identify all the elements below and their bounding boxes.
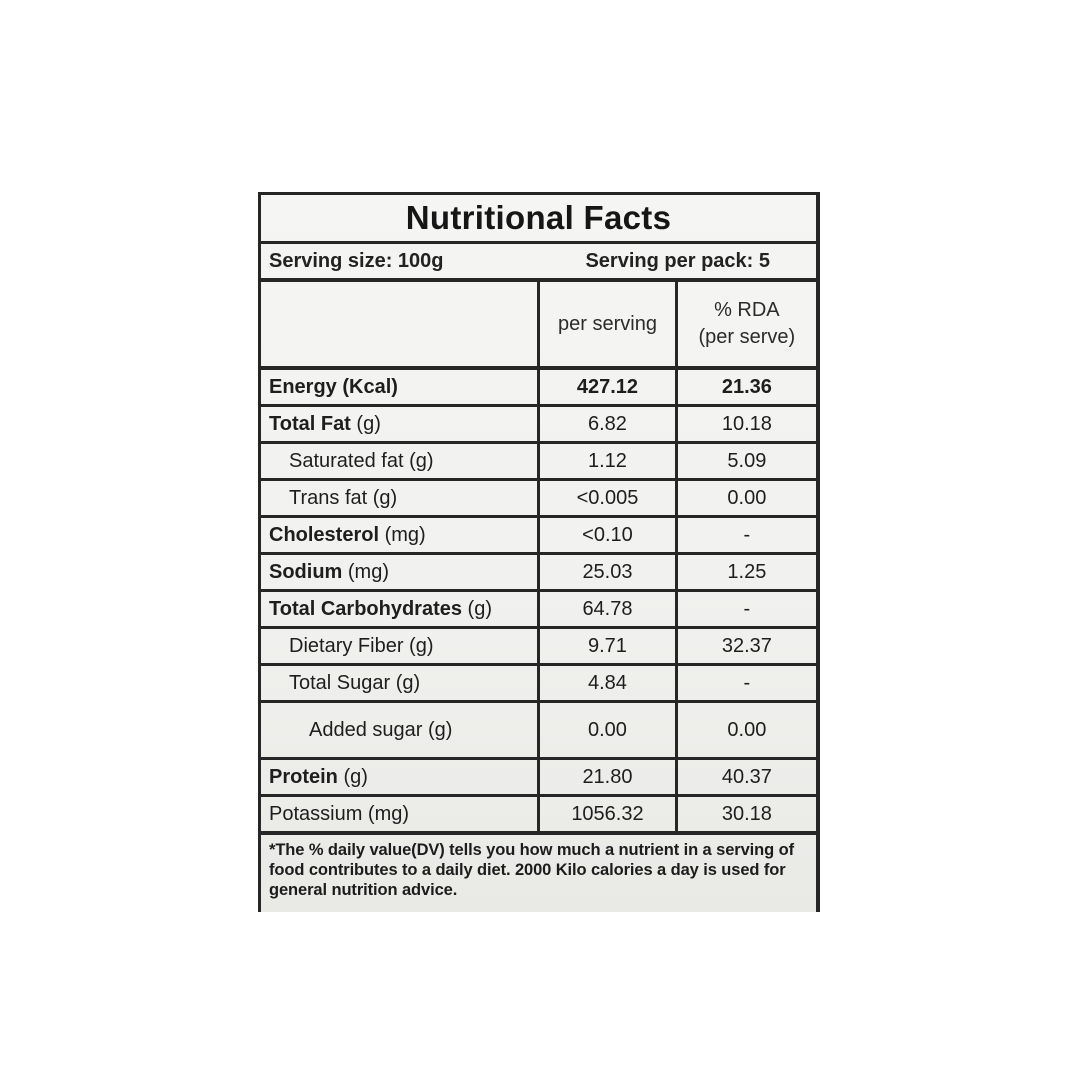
per-serving-value: 4.84 (540, 666, 678, 700)
nutrient-unit: (Kcal) (336, 375, 398, 398)
rda-value: 0.00 (727, 718, 767, 741)
nutrient-unit: (mg) (362, 802, 410, 825)
table-row-protein: Protein (g) 21.80 40.37 (261, 760, 816, 797)
rda-header-line1: % RDA (714, 299, 780, 321)
serving-info-row: Serving size: 100g Serving per pack: 5 (261, 244, 816, 282)
rda-value: 1.25 (727, 560, 767, 583)
nutrient-name: Trans fat (289, 486, 368, 509)
nutrient-name-cell: Total Sugar (g) (261, 666, 541, 700)
serving-size-text: Serving size: 100g (269, 249, 444, 272)
nutrient-unit: (g) (390, 671, 421, 694)
rda-value: 10.18 (721, 412, 772, 435)
per-serving-value: 1.12 (540, 444, 678, 478)
nutrition-facts-label: Nutritional Facts Serving size: 100g Ser… (258, 192, 820, 913)
table-row-potassium: Potassium (mg) 1056.32 30.18 (261, 797, 816, 835)
nutrient-name: Total Carbohydrates (269, 597, 462, 620)
nutrient-name-cell: Trans fat (g) (261, 481, 541, 515)
rda-value: - (743, 671, 751, 694)
rda-value: 40.37 (721, 765, 772, 788)
nutrient-name: Potassium (269, 802, 363, 825)
rda-value: 21.36 (721, 375, 772, 398)
table-row-trans-fat: Trans fat (g) <0.005 0.00 (261, 481, 816, 518)
per-serving-value: 0.00 (540, 703, 678, 757)
nutrient-name: Energy (269, 375, 337, 398)
nutrient-unit: (g) (350, 412, 381, 435)
nutrient-name-cell: Saturated fat (g) (261, 444, 541, 478)
serving-per-pack-text: Serving per pack: 5 (585, 249, 770, 272)
nutrient-name-cell: Added sugar (g) (261, 703, 541, 757)
nutrient-unit: (g) (367, 486, 398, 509)
per-serving-value: <0.005 (540, 481, 678, 515)
table-row-total-fat: Total Fat (g) 6.82 10.18 (261, 407, 816, 444)
rda-value: 0.00 (727, 486, 767, 509)
nutrient-name: Total Fat (269, 412, 351, 435)
table-row-sodium: Sodium (mg) 25.03 1.25 (261, 555, 816, 592)
rda-value: 5.09 (727, 449, 767, 472)
label-title-row: Nutritional Facts (261, 195, 816, 244)
rda-header-line2: (per serve) (698, 326, 796, 348)
nutrient-name-cell: Cholesterol (mg) (261, 518, 541, 552)
nutrient-name: Sodium (269, 560, 343, 583)
column-header-row: per serving % RDA (per serve) (261, 282, 816, 370)
column-header-empty (261, 282, 541, 366)
nutrient-name: Added sugar (309, 718, 423, 741)
per-serving-value: 1056.32 (540, 797, 678, 831)
per-serving-value: 9.71 (540, 629, 678, 663)
column-header-per-serving: per serving (540, 282, 678, 366)
rda-value: - (743, 523, 751, 546)
table-row-total-carbohydrates: Total Carbohydrates (g) 64.78 - (261, 592, 816, 629)
per-serving-value: 25.03 (540, 555, 678, 589)
table-row-saturated-fat: Saturated fat (g) 1.12 5.09 (261, 444, 816, 481)
nutrient-name-cell: Sodium (mg) (261, 555, 541, 589)
per-serving-value: <0.10 (540, 518, 678, 552)
per-serving-value: 6.82 (540, 407, 678, 441)
nutrient-unit: (g) (403, 449, 434, 472)
nutrient-name: Cholesterol (269, 523, 380, 546)
rda-value: 30.18 (721, 802, 772, 825)
per-serving-header-label: per serving (558, 312, 657, 335)
table-row-added-sugar: Added sugar (g) 0.00 0.00 (261, 703, 816, 760)
table-row-energy: Energy (Kcal) 427.12 21.36 (261, 370, 816, 407)
per-serving-value: 64.78 (540, 592, 678, 626)
table-row-total-sugar: Total Sugar (g) 4.84 - (261, 666, 816, 703)
nutrient-name-cell: Dietary Fiber (g) (261, 629, 541, 663)
nutrient-name-cell: Protein (g) (261, 760, 541, 794)
nutrient-name-cell: Total Carbohydrates (g) (261, 592, 541, 626)
nutrient-name: Saturated fat (289, 449, 404, 472)
nutrient-unit: (g) (462, 597, 492, 620)
rda-value: - (743, 597, 751, 620)
daily-value-footnote: *The % daily value(DV) tells you how muc… (269, 841, 794, 900)
nutrient-name-cell: Energy (Kcal) (261, 370, 541, 404)
per-serving-value: 427.12 (540, 370, 678, 404)
label-title: Nutritional Facts (405, 199, 672, 236)
nutrient-unit: (g) (403, 634, 434, 657)
nutrient-name-cell: Potassium (mg) (261, 797, 541, 831)
column-header-rda: % RDA (per serve) (678, 282, 816, 366)
nutrient-unit: (mg) (342, 560, 390, 583)
nutrient-unit: (g) (422, 718, 453, 741)
table-row-dietary-fiber: Dietary Fiber (g) 9.71 32.37 (261, 629, 816, 666)
rda-value: 32.37 (721, 634, 772, 657)
nutrient-unit: (g) (337, 765, 368, 788)
nutrient-unit: (mg) (379, 523, 426, 546)
nutrient-name: Dietary Fiber (289, 634, 404, 657)
nutrient-name: Total Sugar (289, 671, 391, 694)
table-row-cholesterol: Cholesterol (mg) <0.10 - (261, 518, 816, 555)
nutrient-name: Protein (269, 765, 338, 788)
per-serving-value: 21.80 (540, 760, 678, 794)
nutrient-name-cell: Total Fat (g) (261, 407, 541, 441)
